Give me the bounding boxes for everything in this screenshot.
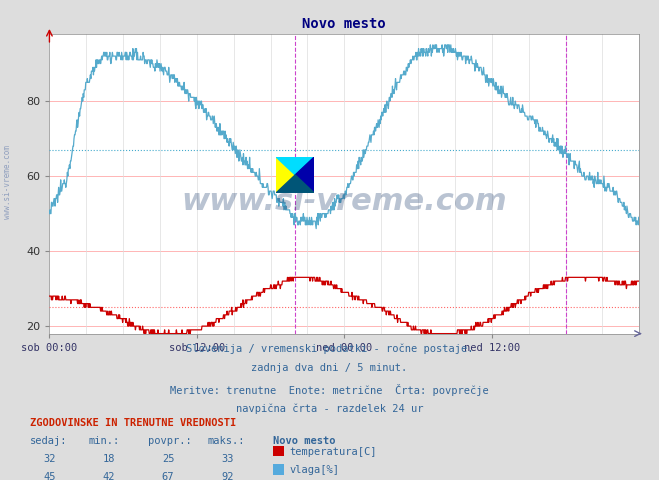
Text: 32: 32 [43,454,55,464]
Title: Novo mesto: Novo mesto [302,17,386,31]
Text: maks.:: maks.: [208,436,245,446]
Polygon shape [276,175,314,193]
Text: sedaj:: sedaj: [30,436,67,446]
Text: 18: 18 [103,454,115,464]
Text: 25: 25 [162,454,174,464]
Text: vlaga[%]: vlaga[%] [289,465,339,475]
Polygon shape [276,157,295,193]
Text: 67: 67 [162,472,174,480]
Text: www.si-vreme.com: www.si-vreme.com [3,145,13,219]
Text: 42: 42 [103,472,115,480]
Polygon shape [276,157,314,175]
Text: 33: 33 [221,454,233,464]
Text: www.si-vreme.com: www.si-vreme.com [181,187,507,216]
Text: min.:: min.: [89,436,120,446]
Text: Novo mesto: Novo mesto [273,436,336,446]
Text: 92: 92 [221,472,233,480]
Text: povpr.:: povpr.: [148,436,192,446]
Text: temperatura[C]: temperatura[C] [289,447,377,456]
Text: ZGODOVINSKE IN TRENUTNE VREDNOSTI: ZGODOVINSKE IN TRENUTNE VREDNOSTI [30,418,236,428]
Text: Slovenija / vremenski podatki - ročne postaje.: Slovenija / vremenski podatki - ročne po… [186,343,473,354]
Text: Meritve: trenutne  Enote: metrične  Črta: povprečje: Meritve: trenutne Enote: metrične Črta: … [170,384,489,396]
Text: navpična črta - razdelek 24 ur: navpična črta - razdelek 24 ur [236,404,423,414]
Text: zadnja dva dni / 5 minut.: zadnja dva dni / 5 minut. [251,363,408,373]
Polygon shape [295,157,314,193]
Text: 45: 45 [43,472,55,480]
